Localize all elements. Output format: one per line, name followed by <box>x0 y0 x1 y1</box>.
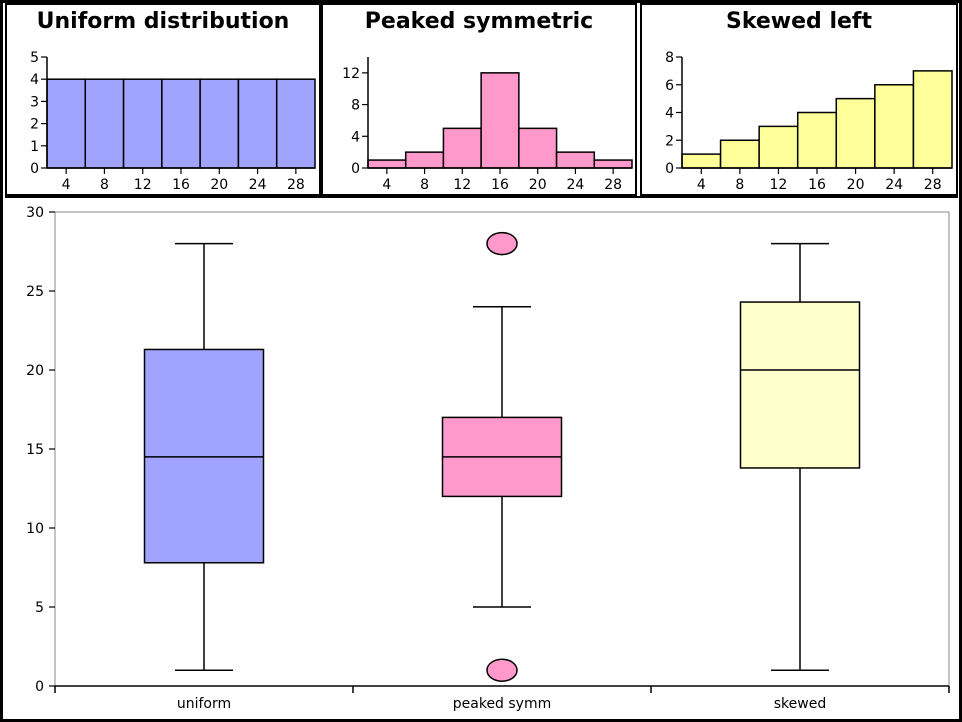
y-tick-label: 1 <box>30 139 39 155</box>
boxplot-chart: 0 5 10 15 20 25 30 uniform peaked symm skewed <box>26 205 950 712</box>
histogram-panel-skewed: Skewed left 0 2 4 6 8 4 8 12 16 20 24 28 <box>640 3 958 196</box>
x-tick-label: 12 <box>134 177 152 193</box>
histogram-title: Skewed left <box>725 9 872 34</box>
x-category-label: uniform <box>177 696 231 712</box>
histogram-bar <box>912 70 953 169</box>
x-tick-label: 24 <box>567 177 585 193</box>
x-category-label: peaked symm <box>453 696 552 712</box>
x-tick-label: 4 <box>697 177 706 193</box>
y-tick-label: 2 <box>30 117 39 133</box>
x-tick-label: 12 <box>453 177 471 193</box>
x-tick-label: 28 <box>604 177 622 193</box>
box-iqr <box>739 301 861 469</box>
histogram-bar <box>681 153 722 169</box>
histogram-panel-peaked: Peaked symmetric 0 4 8 12 4 8 12 16 20 24 28 <box>321 3 637 196</box>
x-tick-label: 4 <box>62 177 71 193</box>
y-tick-label: 5 <box>30 50 39 66</box>
histogram-panel-uniform: Uniform distribution 0 1 2 3 4 5 4 8 12 16 20 24 28 <box>5 3 321 196</box>
histogram-title: Peaked symmetric <box>364 9 594 34</box>
x-tick-label: 8 <box>735 177 744 193</box>
y-tick-label: 20 <box>26 363 44 379</box>
histogram-bar <box>161 78 201 169</box>
outlier-point <box>486 231 518 256</box>
x-tick-label: 16 <box>808 177 826 193</box>
outlier-point <box>486 658 518 682</box>
y-tick-label: 8 <box>665 50 674 66</box>
x-tick-label: 20 <box>529 177 547 193</box>
histogram-bar <box>758 125 799 169</box>
y-tick-label: 0 <box>30 161 39 177</box>
y-tick-label: 4 <box>351 129 360 145</box>
x-tick-label: 4 <box>382 177 391 193</box>
histogram-bar <box>84 78 125 169</box>
histogram-title: Uniform distribution <box>36 9 290 34</box>
histogram-bar <box>593 159 633 169</box>
x-category-label: skewed <box>774 696 826 712</box>
x-tick-label: 16 <box>172 177 190 193</box>
histogram-bar <box>796 111 838 169</box>
histogram-bar <box>518 127 558 169</box>
histogram-bar <box>404 151 445 169</box>
histogram-bar <box>367 159 407 169</box>
y-tick-label: 30 <box>26 205 44 221</box>
y-tick-label: 12 <box>342 66 360 82</box>
x-tick-label: 12 <box>770 177 788 193</box>
y-tick-label: 25 <box>26 284 44 300</box>
x-tick-label: 20 <box>847 177 865 193</box>
x-tick-label: 28 <box>287 177 305 193</box>
histogram-chart-peaked: 0 4 8 12 4 8 12 16 20 24 28 <box>342 57 633 193</box>
y-tick-label: 8 <box>351 98 360 114</box>
x-tick-label: 28 <box>924 177 942 193</box>
x-tick-label: 8 <box>100 177 109 193</box>
y-tick-label: 2 <box>665 133 674 149</box>
y-tick-label: 6 <box>665 78 674 94</box>
histogram-bar <box>835 97 876 169</box>
y-tick-label: 0 <box>665 161 674 177</box>
y-tick-label: 4 <box>30 72 39 88</box>
y-tick-label: 0 <box>351 161 360 177</box>
histogram-bar <box>480 72 520 169</box>
histogram-bar <box>874 84 915 169</box>
y-tick-label: 5 <box>35 600 44 616</box>
histogram-bar <box>275 78 316 169</box>
x-tick-label: 8 <box>420 177 429 193</box>
y-tick-label: 15 <box>26 442 44 458</box>
histogram-bar <box>122 78 163 169</box>
y-tick-label: 10 <box>26 521 44 537</box>
x-tick-label: 24 <box>885 177 903 193</box>
histogram-bar <box>442 127 482 169</box>
histogram-bar <box>719 139 760 169</box>
x-tick-label: 16 <box>491 177 509 193</box>
boxplot-panel: 0 5 10 15 20 25 30 uniform peaked symm skewed <box>5 196 958 718</box>
y-tick-label: 0 <box>35 679 44 695</box>
histogram-bar <box>555 151 596 169</box>
x-tick-label: 20 <box>210 177 228 193</box>
histogram-bar <box>46 78 87 169</box>
y-tick-label: 4 <box>665 106 674 122</box>
histogram-bar <box>199 78 240 169</box>
box-iqr <box>143 348 265 564</box>
y-tick-label: 3 <box>30 94 39 110</box>
histogram-bar <box>237 78 278 169</box>
x-tick-label: 24 <box>249 177 267 193</box>
